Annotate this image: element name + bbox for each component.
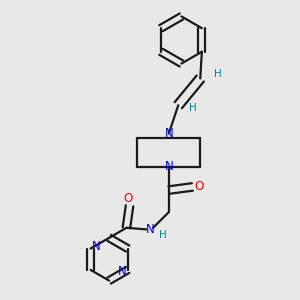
Text: N: N — [164, 160, 173, 173]
Text: H: H — [159, 230, 167, 240]
Text: O: O — [123, 192, 133, 206]
Text: H: H — [188, 103, 196, 113]
Text: O: O — [195, 180, 204, 194]
Text: H: H — [214, 69, 221, 79]
Text: N: N — [146, 223, 154, 236]
Text: N: N — [92, 241, 100, 254]
Text: N: N — [118, 265, 126, 278]
Text: N: N — [164, 127, 173, 140]
